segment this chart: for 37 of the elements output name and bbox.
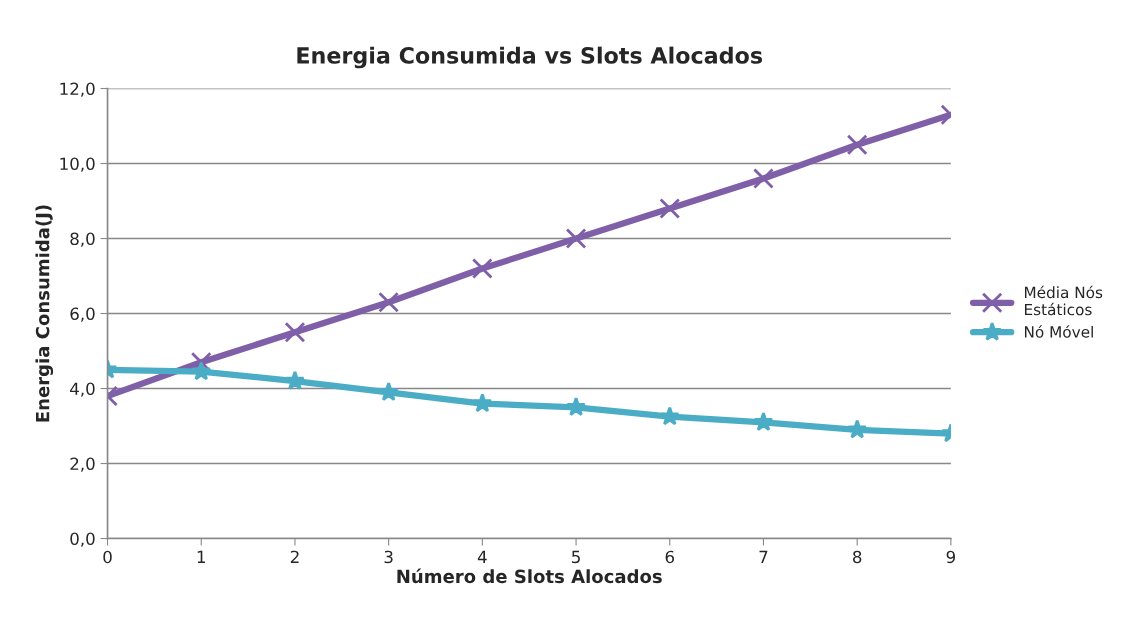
y-tick-label: 8,0 [70, 232, 95, 247]
x-tick-label: 1 [197, 550, 206, 563]
point [284, 321, 306, 343]
point [471, 258, 493, 279]
x-axis-title: Número de Slots Alocados [397, 568, 662, 584]
y-tick-label: 0,0 [70, 532, 95, 547]
y-axis-title: Energia Consumida(J) [35, 205, 54, 422]
y-tick-label: 10,0 [60, 157, 95, 172]
point [565, 228, 587, 249]
x-tick-label: 3 [384, 550, 393, 564]
x-tick-label: 8 [853, 550, 862, 564]
point [753, 168, 774, 189]
x-tick-label: 6 [665, 550, 675, 564]
legend-label: Nó Móvel [1024, 325, 1093, 338]
chart-title: Energia Consumida vs Slots Alocados [297, 46, 763, 69]
legend-label: Média Nós Estáticos [1024, 285, 1103, 316]
point [846, 134, 868, 156]
point [566, 396, 587, 416]
point [472, 393, 493, 413]
y-tick-label: 4,0 [70, 382, 95, 397]
x-tick-label: 2 [290, 550, 299, 563]
point [659, 198, 681, 219]
y-tick-label: 2,0 [70, 457, 95, 472]
point [191, 361, 212, 381]
y-tick-label: 12,0 [60, 82, 95, 97]
x-tick-label: 9 [946, 550, 956, 564]
x-tick-label: 4 [477, 550, 487, 563]
x-tick-label: 7 [759, 550, 768, 563]
x-tick-label: 0 [103, 550, 112, 564]
point [659, 406, 680, 426]
point [378, 291, 400, 313]
point [847, 419, 868, 439]
y-tick-label: 6,0 [70, 307, 95, 322]
point [753, 411, 774, 431]
point [284, 370, 305, 390]
point [378, 381, 399, 401]
x-tick-label: 5 [572, 550, 580, 564]
